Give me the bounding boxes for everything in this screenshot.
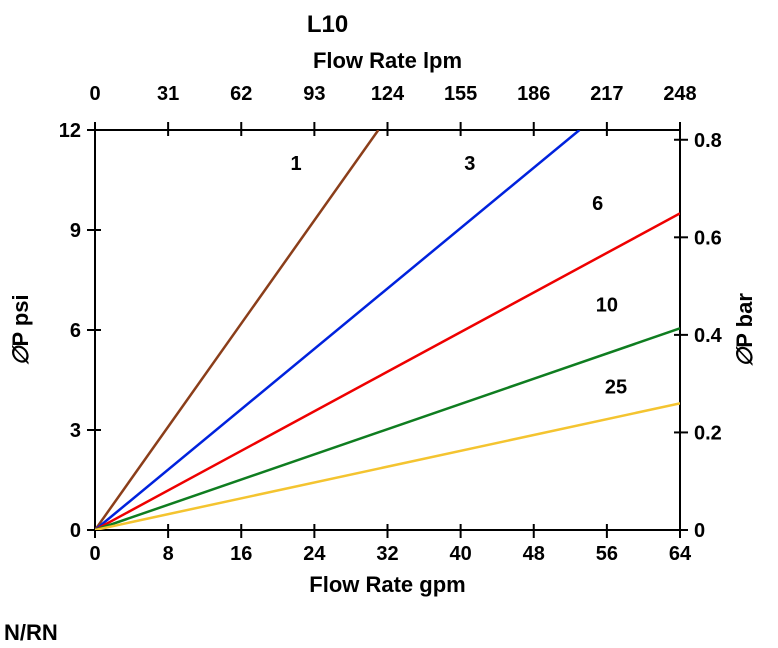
plot-area: [95, 130, 680, 530]
tick-label: 48: [523, 543, 545, 565]
tick-label: 124: [371, 83, 405, 105]
series-labels: 1 3 6 10 25: [291, 153, 628, 398]
footer-label: N/RN: [4, 620, 58, 645]
tick-label: 0.4: [694, 325, 723, 347]
tick-label: 0: [694, 520, 705, 542]
tick-label: 56: [596, 543, 618, 565]
tick-label: 0.8: [694, 130, 722, 152]
series-line-25: [95, 403, 680, 530]
tick-label: 32: [376, 543, 398, 565]
tick-label: 12: [59, 120, 81, 142]
series-label-10: 10: [596, 295, 618, 317]
x-axis-top-label: Flow Rate lpm: [313, 48, 462, 73]
tick-label: 40: [450, 543, 472, 565]
tick-label: 9: [70, 220, 81, 242]
tick-label: 93: [303, 83, 325, 105]
x-axis-bottom-label: Flow Rate gpm: [309, 572, 465, 597]
tick-label: 64: [669, 543, 692, 565]
y-axis-right-label: ∅P bar: [732, 293, 757, 367]
series-line-10: [95, 328, 680, 530]
series-label-6: 6: [592, 193, 603, 215]
series-label-25: 25: [605, 376, 627, 398]
series-label-1: 1: [291, 153, 302, 175]
tick-label: 0: [89, 543, 100, 565]
tick-label: 0.6: [694, 227, 722, 249]
tick-label: 0: [89, 83, 100, 105]
tick-label: 0.2: [694, 422, 722, 444]
tick-label: 217: [590, 83, 623, 105]
tick-label: 31: [157, 83, 179, 105]
tick-label: 248: [663, 83, 696, 105]
tick-label: 155: [444, 83, 477, 105]
tick-label: 6: [70, 320, 81, 342]
chart-title: L10: [307, 11, 348, 38]
tick-label: 8: [163, 543, 174, 565]
y-axis-left-label: ∅P psi: [8, 294, 33, 365]
tick-label: 24: [303, 543, 326, 565]
series-label-3: 3: [464, 153, 475, 175]
axis-tick-labels: 0816243240485664031629312415518621724803…: [59, 83, 723, 565]
axis-ticks: [87, 122, 688, 538]
tick-label: 0: [70, 520, 81, 542]
tick-label: 62: [230, 83, 252, 105]
series-lines: [95, 130, 680, 530]
series-line-6: [95, 213, 680, 530]
tick-label: 16: [230, 543, 252, 565]
tick-label: 3: [70, 420, 81, 442]
tick-label: 186: [517, 83, 550, 105]
